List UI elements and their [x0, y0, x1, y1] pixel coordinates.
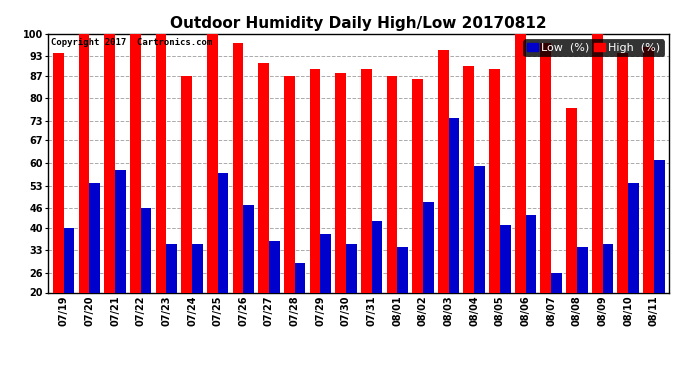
- Bar: [244, 205, 254, 292]
- Bar: [500, 225, 511, 292]
- Bar: [295, 263, 306, 292]
- Bar: [207, 34, 217, 292]
- Bar: [284, 76, 295, 292]
- Bar: [386, 76, 397, 292]
- Bar: [397, 247, 408, 292]
- Bar: [104, 34, 115, 292]
- Bar: [181, 76, 192, 292]
- Bar: [643, 47, 654, 292]
- Bar: [551, 273, 562, 292]
- Bar: [577, 247, 588, 292]
- Bar: [115, 170, 126, 292]
- Bar: [346, 244, 357, 292]
- Bar: [438, 50, 449, 292]
- Bar: [269, 241, 279, 292]
- Bar: [90, 183, 100, 292]
- Bar: [53, 53, 63, 292]
- Bar: [372, 221, 382, 292]
- Title: Outdoor Humidity Daily High/Low 20170812: Outdoor Humidity Daily High/Low 20170812: [170, 16, 547, 31]
- Bar: [540, 44, 551, 292]
- Bar: [515, 34, 526, 292]
- Bar: [258, 63, 269, 292]
- Bar: [310, 69, 320, 292]
- Bar: [464, 66, 474, 292]
- Bar: [217, 173, 228, 292]
- Bar: [166, 244, 177, 292]
- Bar: [155, 34, 166, 292]
- Bar: [320, 234, 331, 292]
- Bar: [233, 44, 244, 292]
- Bar: [654, 160, 664, 292]
- Bar: [79, 34, 90, 292]
- Bar: [63, 228, 75, 292]
- Bar: [192, 244, 203, 292]
- Bar: [592, 34, 602, 292]
- Legend: Low  (%), High  (%): Low (%), High (%): [524, 39, 664, 56]
- Bar: [423, 202, 434, 292]
- Bar: [448, 118, 460, 292]
- Bar: [628, 183, 639, 292]
- Bar: [141, 209, 152, 292]
- Bar: [412, 79, 423, 292]
- Text: Copyright 2017  Cartronics.com: Copyright 2017 Cartronics.com: [51, 38, 213, 46]
- Bar: [130, 34, 141, 292]
- Bar: [566, 108, 577, 292]
- Bar: [474, 166, 485, 292]
- Bar: [335, 73, 346, 292]
- Bar: [602, 244, 613, 292]
- Bar: [526, 215, 536, 292]
- Bar: [618, 53, 628, 292]
- Bar: [489, 69, 500, 292]
- Bar: [361, 69, 372, 292]
